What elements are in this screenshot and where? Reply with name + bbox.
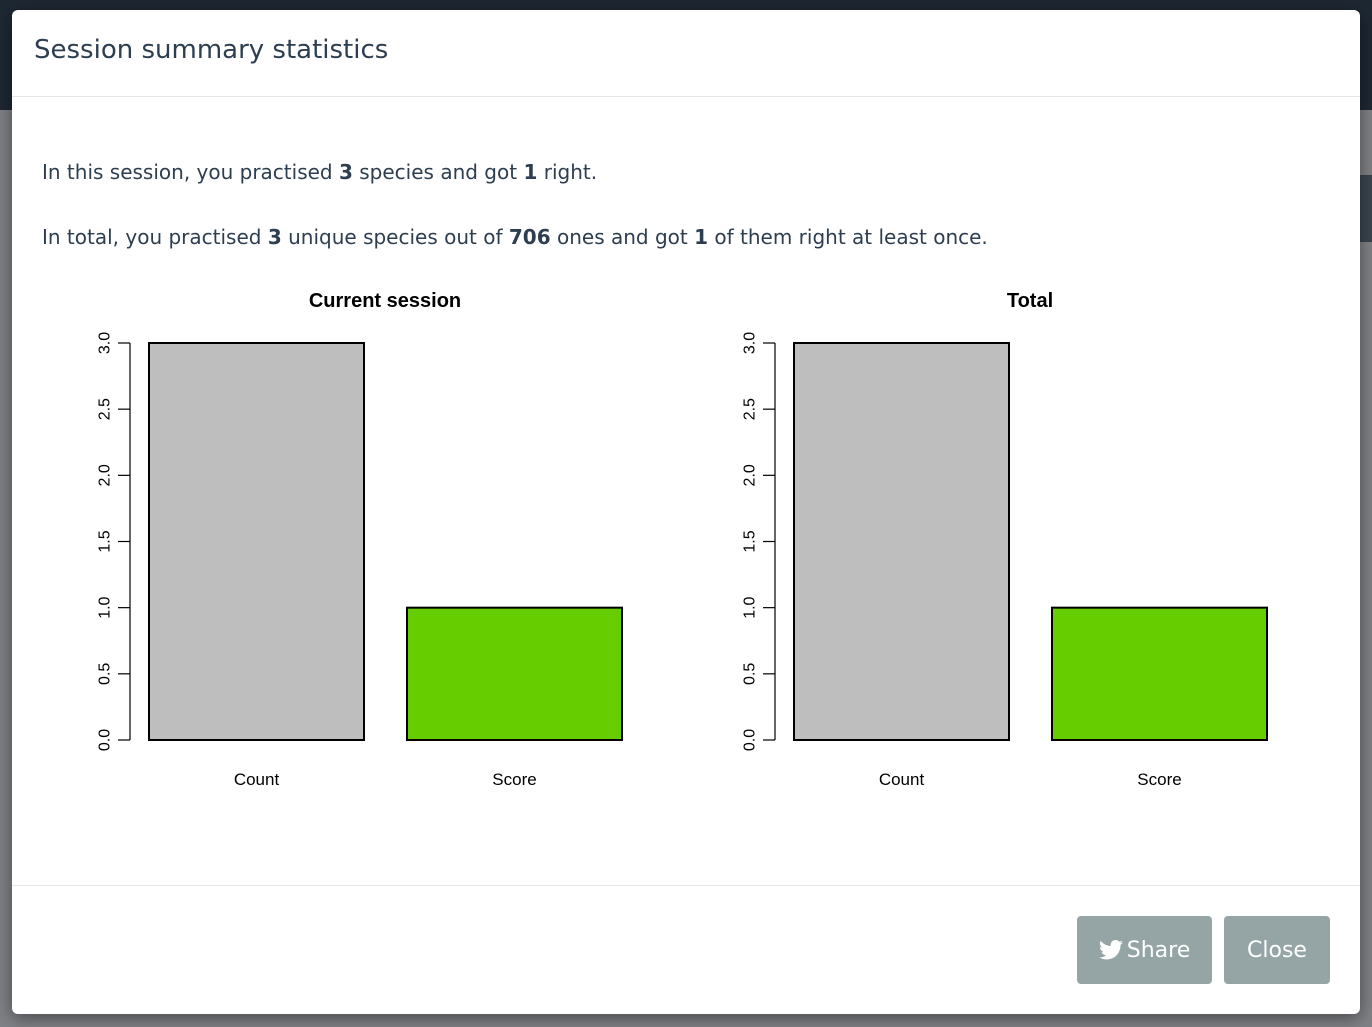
session-species-count: 3 [338,160,353,184]
category-label: Score [1137,770,1181,789]
category-label: Score [492,770,536,789]
y-tick-label: 1.0 [742,596,759,618]
total-text-part: of them right at least once. [708,225,988,249]
y-tick-label: 0.0 [97,729,114,751]
chart-title: Total [1007,290,1053,312]
bar-charts-svg: Current session 0.0 0.5 1.0 1.5 2.0 2.5 3.0 Coun… [97,290,1268,789]
session-right-count: 1 [523,160,538,184]
y-tick-label: 3.0 [742,332,759,354]
total-text-part: In total, you practised [42,225,268,249]
total-text-part: unique species out of [281,225,509,249]
bar-score [1051,606,1268,741]
y-tick-label: 0.0 [742,729,759,751]
session-summary-text: In this session, you practised 3 species… [42,160,597,184]
y-tick-label: 2.0 [97,464,114,486]
bar-count [148,342,365,741]
y-tick-label: 2.0 [742,464,759,486]
total-summary-text: In total, you practised 3 unique species… [42,225,988,249]
total-right-count: 1 [694,225,709,249]
total-species-count: 706 [508,225,551,249]
session-summary-modal: Session summary statistics In this sessi… [12,10,1360,1014]
modal-header: Session summary statistics [12,10,1360,97]
category-label: Count [879,770,925,789]
y-tick-label: 2.5 [97,398,114,420]
total-unique-count: 3 [267,225,282,249]
y-tick-label: 3.0 [97,332,114,354]
share-label: Share [1126,937,1191,963]
y-tick-label: 1.5 [742,530,759,552]
session-text-part: In this session, you practised [42,160,339,184]
modal-footer: Share Close [12,885,1360,1015]
chart-title: Current session [309,290,461,312]
y-tick-label: 2.5 [742,398,759,420]
backdrop-strip [1358,175,1372,242]
close-button[interactable]: Close [1224,916,1330,984]
session-text-part: species and got [352,160,524,184]
y-tick-label: 1.0 [97,596,114,618]
summary-plots: Current session 0.0 0.5 1.0 1.5 2.0 2.5 3.0 Coun… [12,280,1360,840]
bar-score [406,606,623,741]
session-text-part: right. [537,160,598,184]
category-label: Count [234,770,280,789]
share-button[interactable]: Share [1077,916,1212,984]
y-tick-label: 0.5 [742,663,759,685]
total-text-part: ones and got [550,225,695,249]
y-tick-label: 1.5 [97,530,114,552]
twitter-icon [1098,940,1123,960]
bar-count [793,342,1010,741]
modal-title: Session summary statistics [34,35,389,65]
y-tick-label: 0.5 [97,663,114,685]
